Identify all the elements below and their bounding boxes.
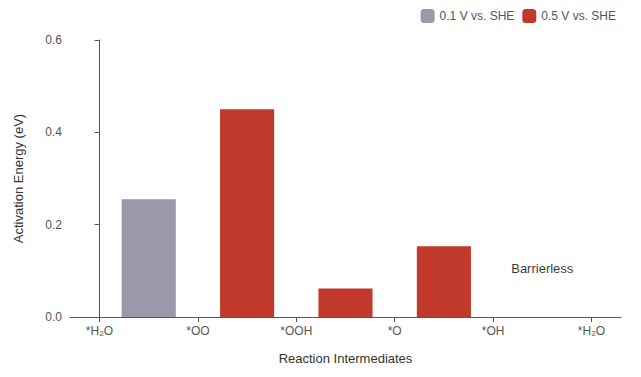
svg-text:*OO: *OO [186, 324, 209, 338]
svg-text:0.0: 0.0 [45, 310, 62, 324]
svg-text:0.4: 0.4 [45, 125, 62, 139]
svg-text:Reaction Intermediates: Reaction Intermediates [279, 351, 413, 366]
svg-text:0.1 V vs. SHE: 0.1 V vs. SHE [440, 9, 515, 23]
svg-text:Activation Energy (eV): Activation Energy (eV) [11, 114, 26, 243]
svg-text:*O: *O [388, 324, 402, 338]
svg-text:0.6: 0.6 [45, 33, 62, 47]
svg-text:*OOH: *OOH [280, 324, 312, 338]
svg-text:*OH: *OH [482, 324, 505, 338]
svg-text:*H₂O: *H₂O [578, 324, 605, 338]
svg-text:Barrierless: Barrierless [511, 261, 574, 276]
svg-text:*H₂O: *H₂O [86, 324, 113, 338]
svg-text:0.5 V vs. SHE: 0.5 V vs. SHE [541, 9, 616, 23]
svg-text:0.2: 0.2 [45, 218, 62, 232]
